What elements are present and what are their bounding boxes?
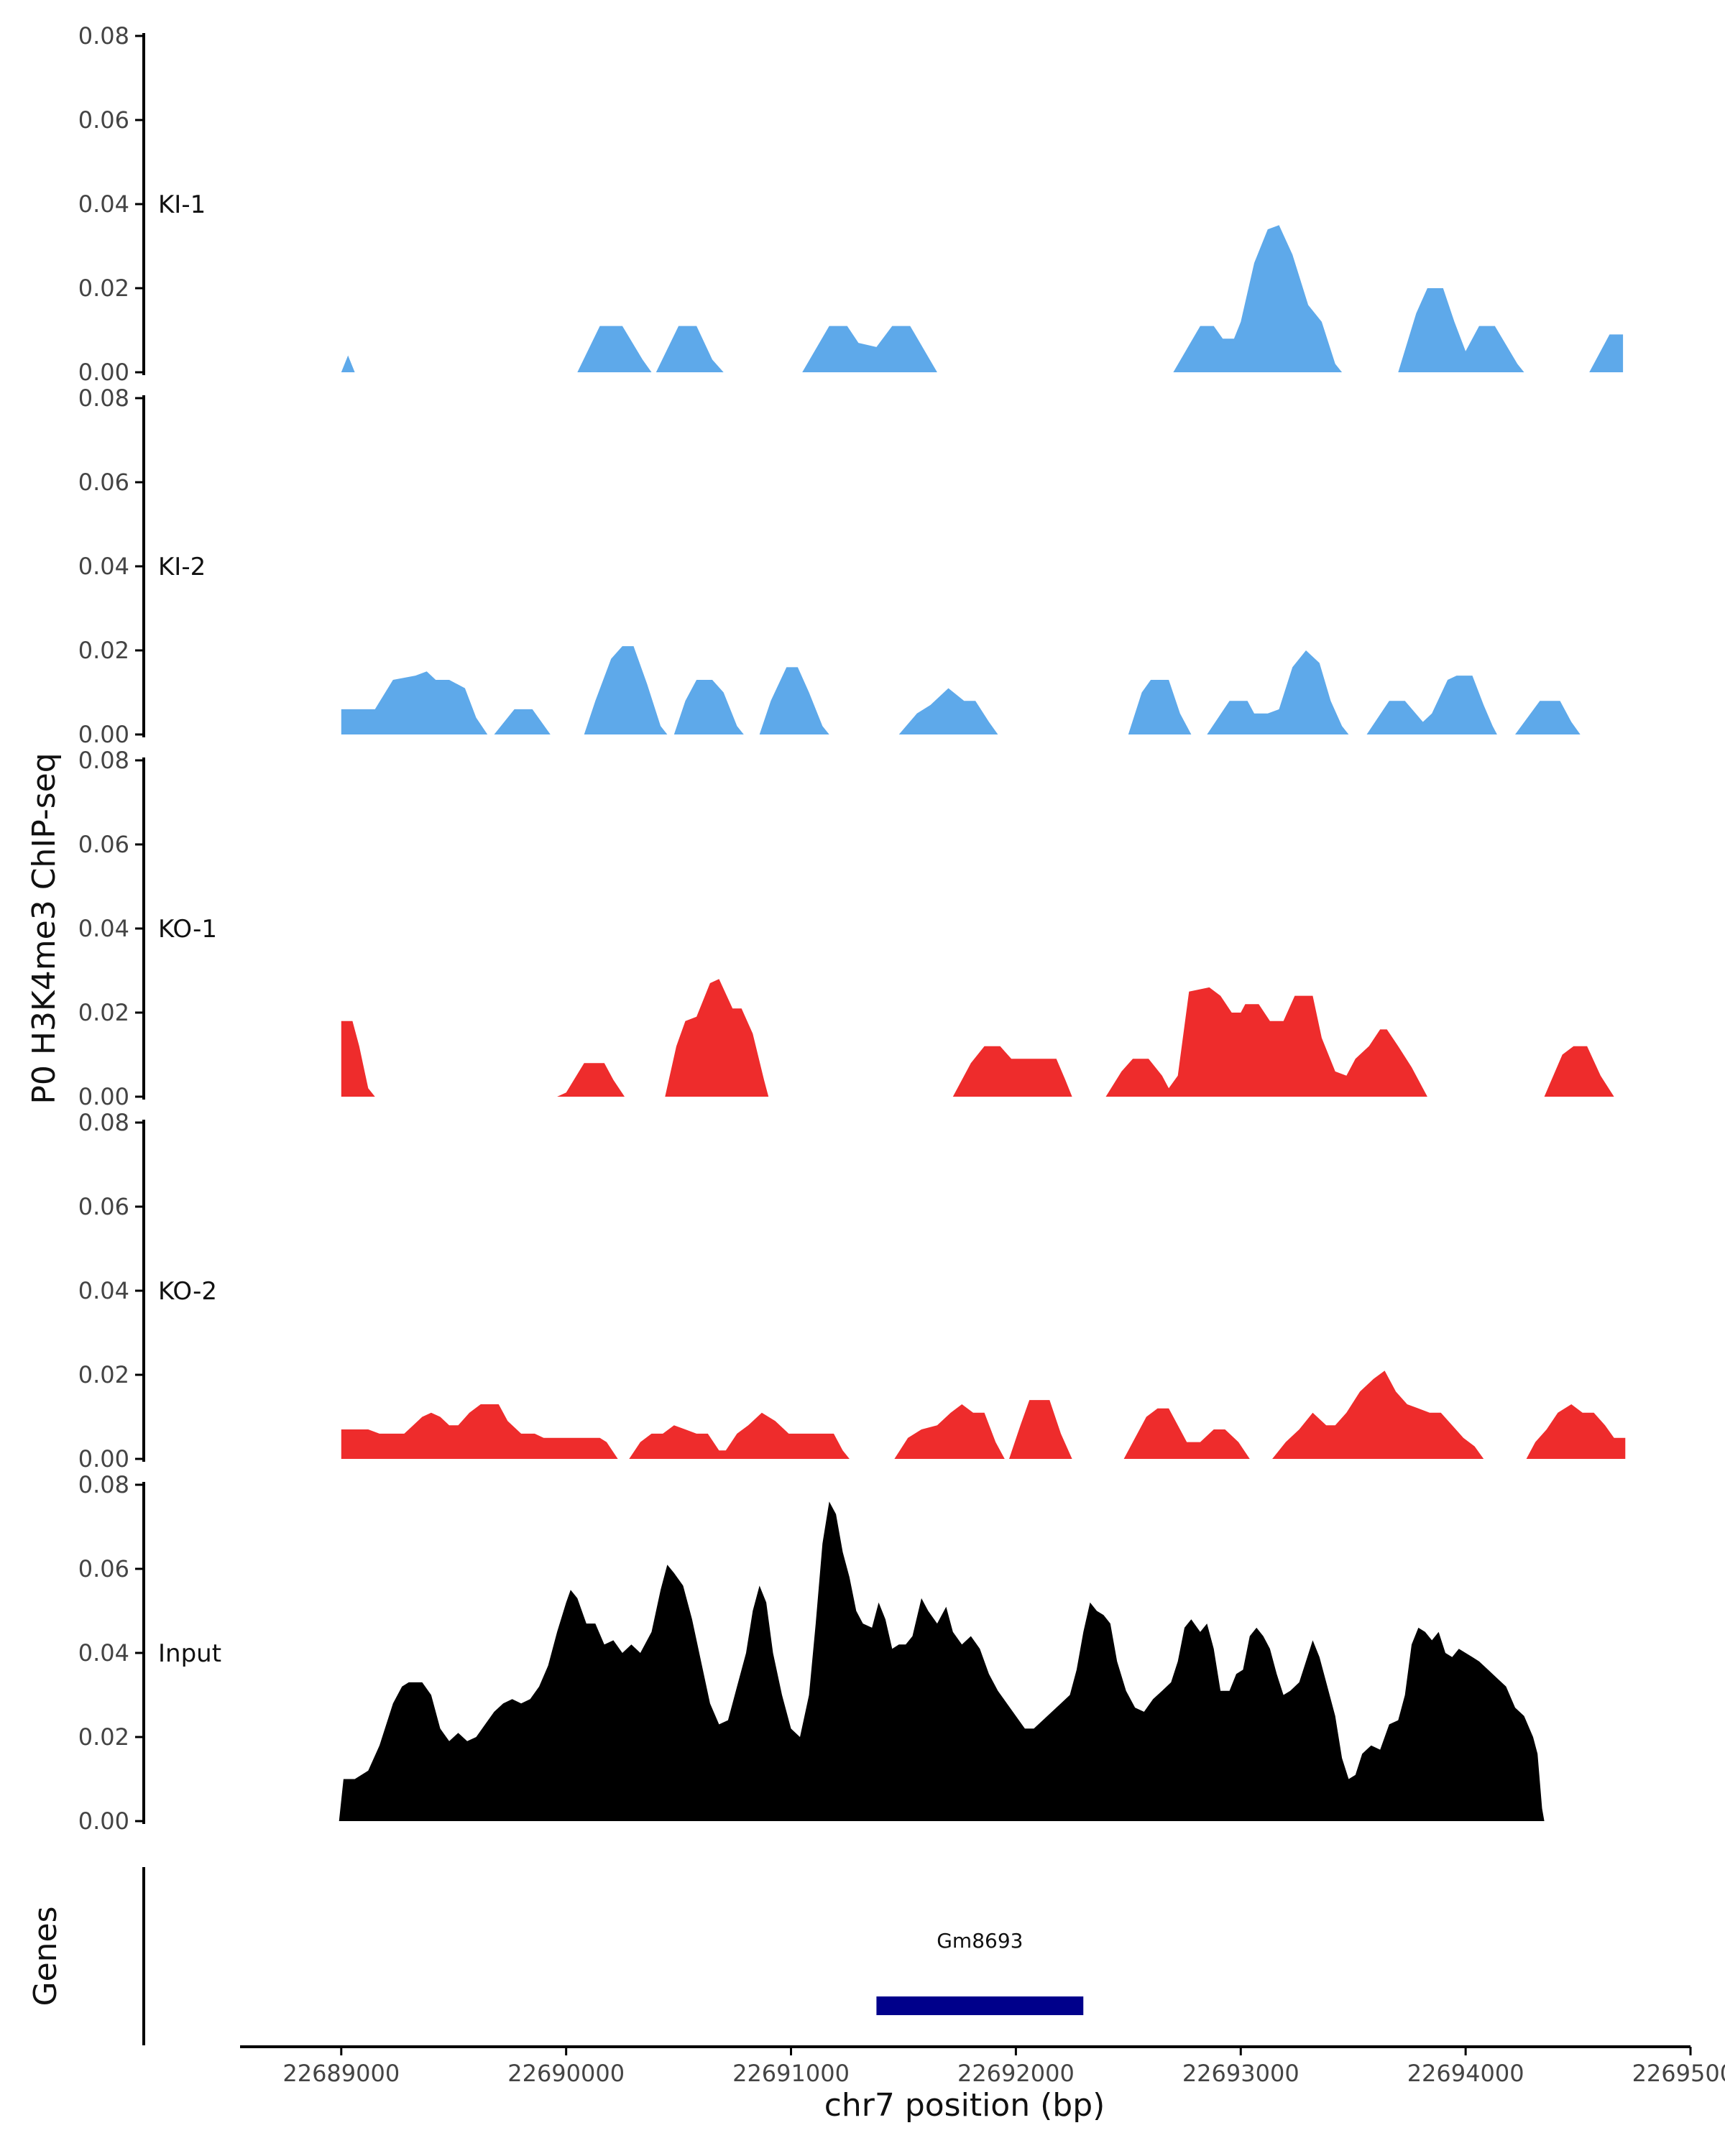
track-ki-2: 0.00 0.02 0.04 0.06 0.08 KI-2 xyxy=(78,384,1581,748)
y-tick-label: 0.06 xyxy=(78,1555,129,1583)
coverage-tracks: 0.00 0.02 0.04 0.06 0.08 KI-1 0.00 0.02 0.04 0.06… xyxy=(78,22,1626,1835)
x-axis-title: chr7 position (bp) xyxy=(824,2087,1105,2124)
coverage-area xyxy=(341,225,1624,372)
y-axis-title: P0 H3K4me3 ChIP-seq xyxy=(26,752,63,1104)
coverage-area xyxy=(341,646,1581,734)
y-tick-label: 0.02 xyxy=(78,637,129,664)
track-label: KO-1 xyxy=(158,915,217,944)
y-tick-label: 0.04 xyxy=(78,553,129,580)
track-label: KO-2 xyxy=(158,1277,217,1306)
coverage-area xyxy=(341,1370,1626,1459)
track-label: KI-1 xyxy=(158,190,206,219)
y-tick-label: 0.04 xyxy=(78,1639,129,1667)
y-tick-label: 0.00 xyxy=(78,359,129,386)
track-label: KI-2 xyxy=(158,553,206,581)
coverage-area xyxy=(341,979,1614,1097)
y-tick-label: 0.02 xyxy=(78,1723,129,1751)
y-tick-label: 0.08 xyxy=(78,22,129,50)
y-tick-label: 0.04 xyxy=(78,1277,129,1304)
x-axis: 22689000 22690000 22691000 22692000 22693000… xyxy=(240,2045,1725,2087)
y-tick-label: 0.04 xyxy=(78,190,129,218)
x-tick-label: 22693000 xyxy=(1182,2060,1300,2087)
y-tick-label: 0.02 xyxy=(78,1361,129,1388)
y-tick-label: 0.02 xyxy=(78,275,129,302)
y-tick-label: 0.08 xyxy=(78,1109,129,1136)
track-ko-1: 0.00 0.02 0.04 0.06 0.08 KO-1 xyxy=(78,747,1614,1110)
x-tick-label: 22691000 xyxy=(732,2060,850,2087)
x-tick-label: 22690000 xyxy=(507,2060,625,2087)
x-tick-label: 22695000 xyxy=(1632,2060,1725,2087)
y-tick-label: 0.08 xyxy=(78,747,129,774)
track-ki-1: 0.00 0.02 0.04 0.06 0.08 KI-1 xyxy=(78,22,1624,386)
track-input: 0.00 0.02 0.04 0.06 0.08 Input xyxy=(78,1471,1545,1835)
track-label: Input xyxy=(158,1639,221,1668)
coverage-area xyxy=(339,1501,1545,1821)
y-tick-label: 0.00 xyxy=(78,1445,129,1473)
genes-panel: Genes Gm8693 xyxy=(27,1867,1084,2045)
y-tick-label: 0.08 xyxy=(78,1471,129,1498)
y-tick-label: 0.00 xyxy=(78,1807,129,1835)
y-tick-label: 0.06 xyxy=(78,1193,129,1220)
x-tick-label: 22692000 xyxy=(957,2060,1075,2087)
x-tick-label: 22694000 xyxy=(1407,2060,1524,2087)
gene-bar xyxy=(876,1996,1084,2015)
x-tick-label: 22689000 xyxy=(282,2060,400,2087)
track-ko-2: 0.00 0.02 0.04 0.06 0.08 KO-2 xyxy=(78,1109,1626,1473)
y-tick-label: 0.08 xyxy=(78,384,129,412)
y-tick-label: 0.00 xyxy=(78,1083,129,1110)
y-tick-label: 0.06 xyxy=(78,106,129,134)
genes-title: Genes xyxy=(27,1906,64,2006)
y-tick-label: 0.00 xyxy=(78,721,129,748)
y-tick-label: 0.02 xyxy=(78,999,129,1026)
y-tick-label: 0.04 xyxy=(78,915,129,942)
gene-label: Gm8693 xyxy=(937,1929,1023,1953)
y-tick-label: 0.06 xyxy=(78,831,129,858)
y-tick-label: 0.06 xyxy=(78,469,129,496)
